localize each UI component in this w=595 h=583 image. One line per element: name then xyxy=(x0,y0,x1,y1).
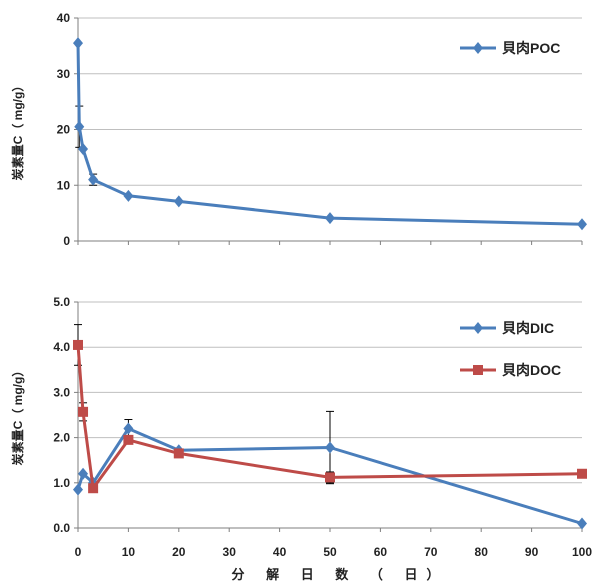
y-tick-label: 0.0 xyxy=(53,521,70,535)
x-axis-label: 分 解 日 数 （ 日） xyxy=(231,567,448,582)
data-point xyxy=(577,218,587,231)
x-tick-label: 70 xyxy=(424,545,438,559)
chart-panel-poc: 炭素量C（ mg/g） 0 10 20 30 40 貝肉POC xyxy=(10,11,587,248)
data-point xyxy=(88,173,99,186)
y-tick-label: 5.0 xyxy=(53,295,70,309)
x-tick-label: 90 xyxy=(525,545,539,559)
y-tick-label: 0 xyxy=(63,234,70,248)
data-point xyxy=(325,472,335,483)
data-point xyxy=(173,195,184,208)
data-point xyxy=(577,468,587,479)
data-point xyxy=(73,483,83,496)
x-tick-label: 20 xyxy=(172,545,186,559)
legend-marker xyxy=(473,322,483,334)
x-tick-label: 30 xyxy=(223,545,237,559)
y-tick-label: 40 xyxy=(57,11,71,25)
data-point xyxy=(88,483,99,494)
data-point xyxy=(78,467,89,480)
legend-marker xyxy=(473,42,483,54)
series-line xyxy=(76,43,583,226)
y-tick-label: 10 xyxy=(57,178,71,192)
y-tick-label: 30 xyxy=(57,67,71,81)
data-point xyxy=(78,143,89,156)
x-tick-label: 80 xyxy=(475,545,489,559)
data-point xyxy=(173,448,184,459)
chart-panel-dic-doc: 炭素量C（ mg/g） 0.0 1.0 2.0 3.0 4.0 5.0 0 10 20 30 40 5… xyxy=(10,295,592,559)
x-tick-label: 10 xyxy=(122,545,136,559)
x-tick-label: 50 xyxy=(323,545,337,559)
data-point xyxy=(73,339,83,350)
legend-marker xyxy=(473,365,483,375)
x-tick-label: 40 xyxy=(273,545,287,559)
x-tick-label: 60 xyxy=(374,545,388,559)
data-point xyxy=(123,189,134,202)
data-point xyxy=(577,517,587,530)
data-point xyxy=(73,37,83,50)
legend-label: 貝肉DIC xyxy=(502,320,554,336)
y-axis-label-bottom: 炭素量C（ mg/g） xyxy=(10,365,25,466)
data-point xyxy=(123,422,134,435)
x-tick-label: 0 xyxy=(75,545,82,559)
y-tick-label: 4.0 xyxy=(53,340,70,354)
data-point xyxy=(325,212,335,225)
y-tick-label: 1.0 xyxy=(53,476,70,490)
y-tick-label: 3.0 xyxy=(53,385,70,399)
data-point xyxy=(123,434,134,445)
data-point xyxy=(74,120,85,133)
legend-label: 貝肉POC xyxy=(502,40,560,56)
y-tick-label: 20 xyxy=(57,123,71,137)
data-point xyxy=(325,441,335,454)
legend-label: 貝肉DOC xyxy=(502,362,561,378)
x-tick-label: 100 xyxy=(572,545,592,559)
y-tick-label: 2.0 xyxy=(53,431,70,445)
data-point xyxy=(78,406,89,417)
y-axis-label-top: 炭素量C（ mg/g） xyxy=(10,80,25,181)
